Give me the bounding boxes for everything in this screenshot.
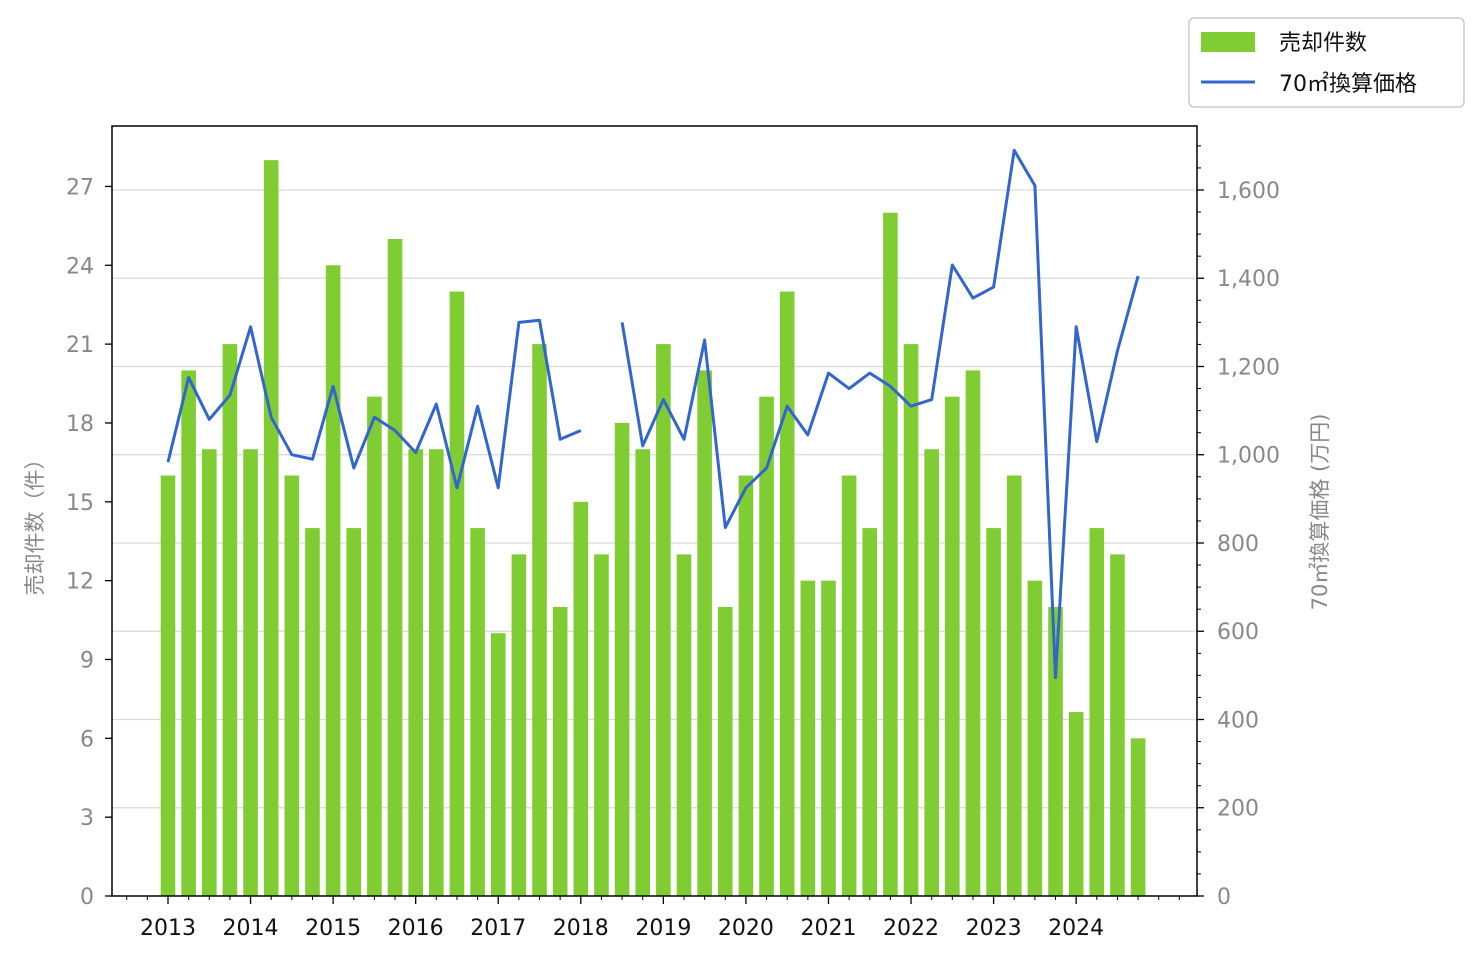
legend-frame — [1188, 17, 1465, 108]
left-tick-label-8: 24 — [66, 254, 94, 279]
right-tick-label-2: 400 — [1217, 708, 1259, 733]
bar-2022-10 — [965, 370, 981, 897]
bar-2024-07 — [1110, 554, 1125, 896]
bar-2017-01 — [490, 633, 506, 896]
bar-2016-01 — [408, 449, 423, 896]
right-tick-label-8: 1,600 — [1217, 179, 1280, 204]
bar-2024-01 — [1068, 712, 1084, 896]
plot-frame — [111, 125, 1198, 897]
bar-2013-10 — [222, 344, 238, 896]
x-tick-label-2019: 2019 — [635, 916, 691, 941]
bar-2015-07 — [367, 396, 382, 896]
left-tick-label-5: 15 — [66, 491, 94, 516]
bar-2023-04 — [1006, 475, 1022, 896]
bar-2020-01 — [738, 475, 754, 896]
bar-2019-07 — [697, 370, 712, 897]
bar-2024-04 — [1089, 528, 1105, 896]
right-tick-label-4: 800 — [1217, 532, 1259, 557]
bar-2019-10 — [717, 606, 733, 896]
bar-2020-07 — [779, 291, 795, 897]
bar-2023-10 — [1048, 606, 1063, 896]
right-axis: 0 200 400 600 800 1,000 1,200 1,400 1,600 — [1197, 145, 1280, 910]
x-tick-label-2014: 2014 — [223, 916, 279, 941]
bar-2019-04 — [676, 554, 692, 896]
bar-2018-07 — [614, 422, 630, 896]
legend: 売却件数 70㎡換算価格 — [1188, 17, 1465, 108]
bar-2015-10 — [387, 239, 403, 896]
left-axis: 0 3 6 9 12 15 18 21 24 27 — [66, 175, 112, 910]
bar-2021-04 — [841, 475, 857, 896]
line-series — [166, 148, 1140, 680]
legend-label-bar: 売却件数 — [1279, 31, 1367, 56]
left-tick-label-1: 3 — [80, 806, 94, 831]
left-axis-title: 売却件数（件） — [23, 449, 47, 596]
x-tick-label-2023: 2023 — [966, 916, 1022, 941]
x-tick-label-2013: 2013 — [140, 916, 196, 941]
bar-2023-07 — [1027, 580, 1043, 896]
bar-2014-10 — [305, 528, 320, 896]
bar-2018-04 — [594, 554, 609, 896]
bar-2014-04 — [263, 160, 279, 896]
x-tick-label-2021: 2021 — [800, 916, 856, 941]
bar-2022-04 — [924, 449, 939, 896]
bar-2020-10 — [800, 580, 816, 896]
left-tick-label-2: 6 — [80, 727, 94, 752]
x-tick-label-2024: 2024 — [1048, 916, 1104, 941]
bar-2023-01 — [986, 528, 1001, 896]
left-tick-label-7: 21 — [66, 333, 94, 358]
x-tick-label-2020: 2020 — [718, 916, 774, 941]
bar-2021-01 — [821, 580, 836, 896]
bar-2015-04 — [346, 528, 362, 896]
left-tick-label-3: 9 — [80, 648, 94, 673]
x-axis: 2013 2014 2015 2016 2017 2018 2019 2020 2021 2022… — [126, 896, 1180, 941]
bar-2018-10 — [635, 449, 651, 896]
bar-2013-07 — [201, 449, 217, 896]
price-line-segment-0 — [166, 318, 582, 490]
x-tick-label-2018: 2018 — [553, 916, 609, 941]
bar-2018-01 — [573, 501, 589, 896]
bar-2013-04 — [181, 370, 196, 897]
price-line-segment-1 — [620, 148, 1140, 680]
bar-2022-01 — [903, 344, 919, 896]
legend-swatch-bar — [1201, 32, 1255, 52]
right-axis-title: 70㎡換算価格 (万円) — [1308, 414, 1332, 611]
x-tick-label-2015: 2015 — [305, 916, 361, 941]
bar-2014-07 — [284, 475, 300, 896]
right-tick-label-3: 600 — [1217, 620, 1259, 645]
bar-2021-07 — [862, 528, 878, 896]
right-tick-label-6: 1,200 — [1217, 355, 1280, 380]
left-tick-label-4: 12 — [66, 570, 94, 595]
bar-2022-07 — [945, 396, 960, 896]
left-tick-label-9: 27 — [66, 175, 94, 200]
x-tick-label-2016: 2016 — [388, 916, 444, 941]
right-tick-label-0: 0 — [1217, 885, 1231, 910]
x-tick-label-2022: 2022 — [883, 916, 939, 941]
right-tick-label-1: 200 — [1217, 797, 1259, 822]
bar-2017-10 — [552, 606, 568, 896]
left-tick-label-6: 18 — [66, 412, 94, 437]
bar-2016-10 — [470, 528, 485, 896]
bar-series — [160, 160, 1146, 897]
right-tick-label-5: 1,000 — [1217, 444, 1280, 469]
bar-2016-07 — [449, 291, 465, 897]
right-tick-label-7: 1,400 — [1217, 267, 1280, 292]
bar-2013-01 — [160, 475, 176, 896]
bar-2016-04 — [429, 449, 444, 896]
bar-2014-01 — [243, 449, 258, 896]
x-tick-label-2017: 2017 — [470, 916, 526, 941]
bar-2017-04 — [511, 554, 527, 896]
bar-2024-10 — [1130, 738, 1146, 896]
bar-2015-01 — [325, 265, 341, 896]
legend-label-line: 70㎡換算価格 — [1279, 71, 1417, 97]
left-tick-label-0: 0 — [80, 885, 94, 910]
bar-2020-04 — [759, 396, 774, 896]
bar-2021-10 — [883, 212, 898, 896]
bar-2017-07 — [532, 344, 547, 896]
bar-2019-01 — [656, 344, 671, 896]
